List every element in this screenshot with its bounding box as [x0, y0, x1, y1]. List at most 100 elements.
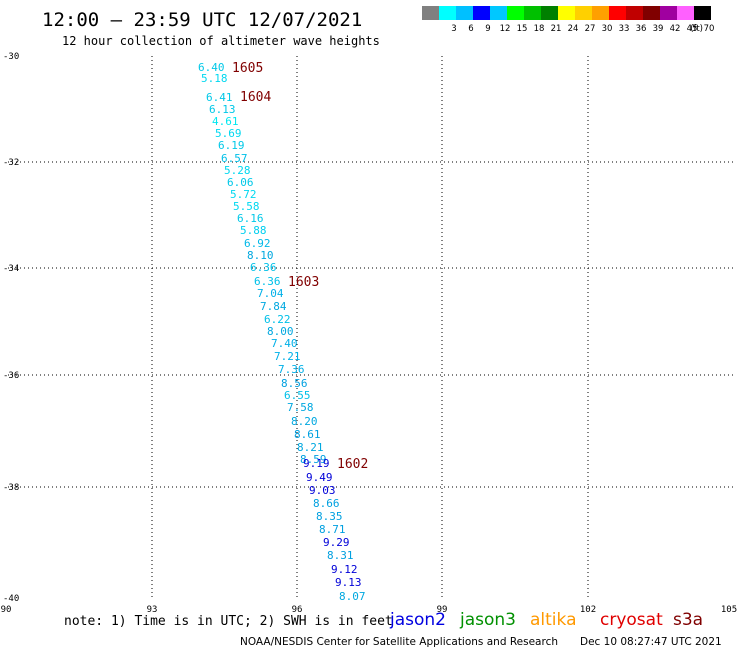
lat-tick-label: -40: [3, 594, 19, 604]
satellite-label-jason3: jason3: [459, 610, 516, 630]
scale-swatch: [541, 6, 558, 20]
lat-tick-label: -32: [3, 158, 19, 168]
scale-label: 70: [704, 24, 715, 34]
scale-label: 24: [568, 24, 579, 34]
wave-height-value: 8.59: [300, 453, 327, 466]
scale-label: 27: [585, 24, 596, 34]
scale-label: 6: [468, 24, 473, 34]
wave-height-value: 8.21: [297, 441, 324, 454]
scale-swatch: [490, 6, 507, 20]
scale-label: 30: [602, 24, 613, 34]
wave-height-value: 8.35: [316, 510, 343, 523]
wave-height-value: 6.55: [284, 389, 311, 402]
scale-swatch: [422, 6, 439, 20]
map-subtitle: 12 hour collection of altimeter wave hei…: [62, 34, 380, 48]
wave-height-value: 5.72: [230, 188, 257, 201]
satellite-label-cryosat: cryosat: [600, 610, 663, 630]
wave-height-observations: 6.405.18 6.416.134.615.696.196.575.286.06…: [198, 61, 366, 603]
wave-height-value: 9.49: [306, 471, 333, 484]
scale-swatch: [609, 6, 626, 20]
wave-height-value: 8.20: [291, 415, 318, 428]
scale-swatch: [660, 6, 677, 20]
lon-tick-label: 96: [292, 605, 303, 615]
pass-time-label: 1603: [288, 275, 319, 290]
wave-height-value: 7.04: [257, 287, 284, 300]
scale-label: 18: [534, 24, 545, 34]
color-scale-legend: 3 6 9 12 15 18 21 24 27 30 33 36 39 42 45 70(ft): [422, 6, 714, 34]
scale-swatch: [439, 6, 456, 20]
scale-swatch: [558, 6, 575, 20]
wave-height-value: 5.69: [215, 127, 242, 140]
wave-height-value: 8.07: [339, 590, 366, 603]
lon-tick-label: 105: [721, 605, 737, 615]
wave-height-value: 7.84: [260, 300, 287, 313]
wave-height-value: 7.40: [271, 337, 298, 350]
wave-height-value: 4.61: [212, 115, 239, 128]
wave-height-value: 7.36: [278, 363, 305, 376]
wave-height-value: 9.03: [309, 484, 336, 497]
scale-swatch: [507, 6, 524, 20]
wave-height-value: 5.88: [240, 224, 267, 237]
credit-line: NOAA/NESDIS Center for Satellite Applica…: [240, 636, 558, 648]
wave-height-value: 9.29: [323, 536, 350, 549]
scale-swatch: [677, 6, 694, 20]
wave-height-value: 6.40: [198, 61, 225, 74]
wave-height-value: 6.41: [206, 91, 233, 104]
wave-height-value: 8.10: [247, 249, 274, 262]
satellite-label-s3a: s3a: [673, 610, 703, 630]
axis-tick-labels: 90 93 96 99 102 105 -30 -32 -34 -36 -38 -40: [1, 52, 738, 615]
wave-height-value: 5.58: [233, 200, 260, 213]
wave-height-value: 8.00: [267, 325, 294, 338]
wave-height-value: 6.92: [244, 237, 271, 250]
wave-height-value: 6.19: [218, 139, 245, 152]
wave-height-value: 9.13: [335, 576, 362, 589]
lat-tick-label: -30: [3, 52, 19, 62]
wave-height-value: 6.06: [227, 176, 254, 189]
scale-swatch: [643, 6, 660, 20]
wave-height-value: 6.36: [254, 275, 281, 288]
scale-label: 45: [687, 24, 698, 34]
wave-height-value: 8.61: [294, 428, 321, 441]
satellite-label-jason2: jason2: [389, 610, 446, 630]
lon-tick-label: 102: [580, 605, 596, 615]
wave-height-value: 6.57: [221, 152, 248, 165]
pass-time-label: 1604: [240, 90, 271, 105]
pass-time-label: 1605: [232, 61, 263, 76]
scale-swatch: [524, 6, 541, 20]
wave-height-value: 7.21: [274, 350, 301, 363]
scale-label: 21: [551, 24, 562, 34]
scale-label: 12: [500, 24, 511, 34]
map-title: 12:00 – 23:59 UTC 12/07/2021: [42, 9, 362, 31]
scale-swatch: [575, 6, 592, 20]
wave-height-value: 5.28: [224, 164, 251, 177]
scale-label: 3: [451, 24, 456, 34]
wave-height-value: 6.22: [264, 313, 291, 326]
footer-note: note: 1) Time is in UTC; 2) SWH is in fe…: [64, 614, 393, 629]
scale-label: 36: [636, 24, 647, 34]
scale-unit: (ft): [690, 24, 703, 34]
wave-height-value: 5.18: [201, 72, 228, 85]
wave-height-value: 8.66: [313, 497, 340, 510]
lon-tick-label: 90: [1, 605, 12, 615]
generation-timestamp: Dec 10 08:27:47 UTC 2021: [580, 636, 722, 648]
scale-swatch: [694, 6, 711, 20]
wave-height-value: 7.58: [287, 401, 314, 414]
lat-tick-label: -36: [3, 371, 19, 381]
scale-label: 15: [517, 24, 528, 34]
lon-tick-label: 99: [437, 605, 448, 615]
scale-swatch: [626, 6, 643, 20]
wave-height-value: 9.19: [303, 457, 330, 470]
scale-label: 9: [485, 24, 490, 34]
lon-tick-label: 93: [147, 605, 158, 615]
time-labels: 1605 1604 1603 1602: [232, 61, 368, 472]
lat-tick-label: -34: [3, 264, 19, 274]
scale-label: 42: [670, 24, 681, 34]
lat-tick-label: -38: [3, 483, 19, 493]
wave-height-value: 8.71: [319, 523, 346, 536]
lat-lon-grid: [8, 56, 733, 598]
scale-label: 39: [653, 24, 664, 34]
wave-height-value: 6.36: [250, 261, 277, 274]
scale-swatch: [473, 6, 490, 20]
wave-height-value: 6.16: [237, 212, 264, 225]
